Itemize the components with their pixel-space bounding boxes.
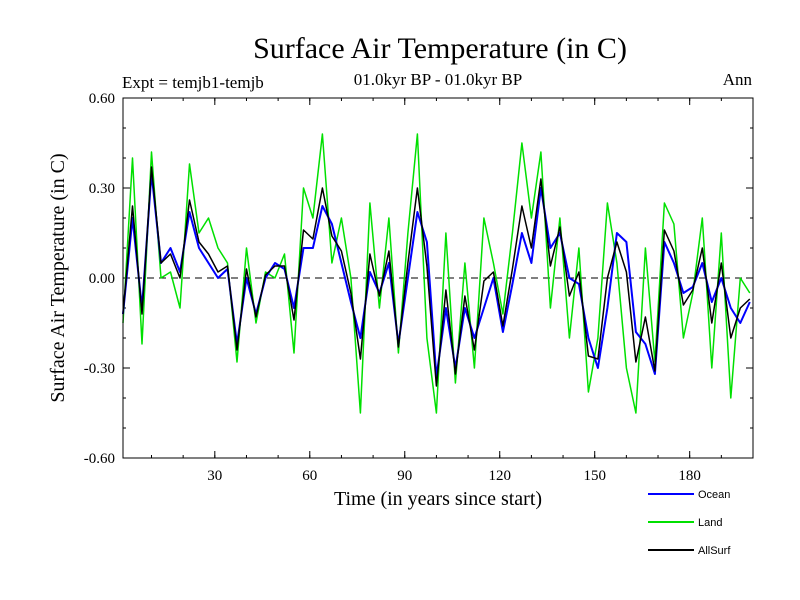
legend-label-ocean: Ocean	[698, 489, 730, 501]
x-axis-label: Time (in years since start)	[334, 488, 542, 510]
y-axis-label: Surface Air Temperature (in C)	[47, 153, 69, 402]
legend-label-allsurf: AllSurf	[698, 545, 731, 557]
x-tick-label: 90	[397, 468, 412, 484]
chart-title: Surface Air Temperature (in C)	[253, 32, 627, 65]
series-line-allsurf	[122, 166, 751, 387]
y-tick-label: 0.30	[89, 181, 115, 197]
chart-subtitle: 01.0kyr BP - 01.0kyr BP	[354, 70, 522, 89]
chart-left-label: Expt = temjb1-temjb	[122, 73, 264, 92]
x-tick-label: 60	[302, 468, 317, 484]
x-tick-label: 30	[207, 468, 222, 484]
chart-right-label: Ann	[723, 70, 753, 89]
legend-label-land: Land	[698, 517, 722, 529]
x-tick-label: 120	[488, 468, 511, 484]
series-line-land	[122, 133, 751, 414]
x-tick-label: 150	[583, 468, 606, 484]
x-tick-label: 180	[678, 468, 701, 484]
y-tick-label: -0.30	[84, 361, 115, 377]
legend: Ocean Land AllSurf	[648, 489, 731, 557]
y-tick-label: 0.60	[89, 91, 115, 107]
y-tick-label: -0.60	[84, 451, 115, 467]
y-tick-label: 0.00	[89, 271, 115, 287]
plot-frame	[122, 97, 754, 459]
